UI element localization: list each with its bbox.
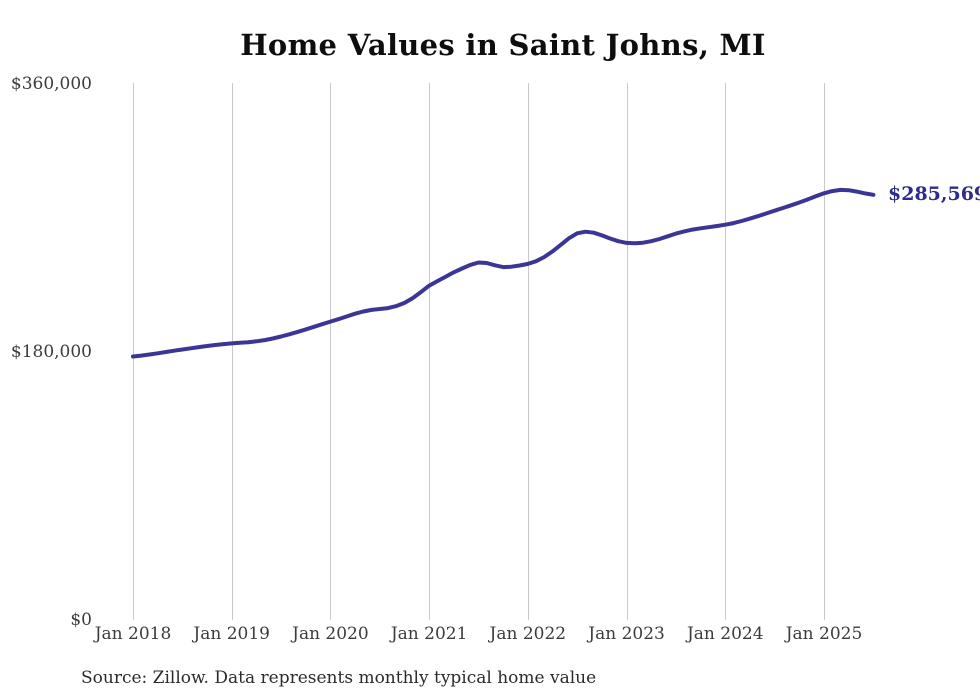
- y-axis-tick-label-180k: $180,000: [10, 342, 92, 362]
- x-axis-tick-label: Jan 2018: [94, 624, 172, 644]
- x-axis-tick-label: Jan 2024: [686, 624, 764, 644]
- year-gridline: [527, 83, 529, 620]
- home-value-line-series: [131, 187, 876, 359]
- year-gridline: [725, 83, 727, 620]
- x-axis-tick-label: Jan 2023: [588, 624, 665, 644]
- x-axis-tick-label: Jan 2021: [390, 624, 468, 644]
- x-axis-tick-label: Jan 2025: [785, 624, 863, 644]
- x-axis-tick-label: Jan 2020: [292, 624, 369, 644]
- year-gridline: [231, 83, 233, 620]
- y-axis-tick-label-360k: $360,000: [10, 74, 92, 94]
- series-end-value-label: $285,569: [888, 183, 980, 205]
- chart-title: Home Values in Saint Johns, MI: [240, 28, 766, 62]
- year-gridline: [330, 83, 332, 620]
- source-attribution: Source: Zillow. Data represents monthly …: [81, 668, 597, 688]
- y-axis-tick-label-0: $0: [70, 610, 92, 630]
- year-gridline: [133, 83, 134, 620]
- x-axis-tick-label: Jan 2022: [489, 624, 567, 644]
- year-gridline: [626, 83, 628, 620]
- year-gridline: [824, 83, 825, 620]
- x-axis-tick-label: Jan 2019: [193, 624, 270, 644]
- year-gridline: [429, 83, 431, 620]
